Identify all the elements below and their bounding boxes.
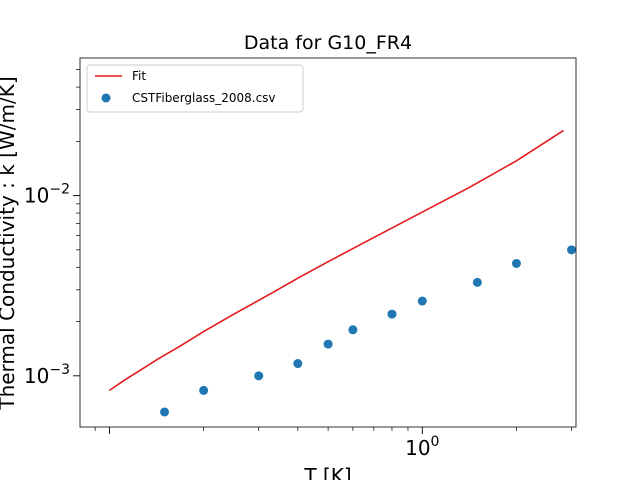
y-tick-label: 10−2: [24, 182, 70, 208]
scatter-points: [160, 245, 577, 417]
data-point: [417, 296, 427, 306]
plot-frame: [79, 57, 577, 428]
data-point: [160, 407, 170, 417]
legend-box: [86, 64, 304, 113]
legend-data-label: CSTFiberglass_2008.csv: [132, 91, 276, 105]
legend-fit-label: Fit: [132, 69, 146, 83]
y-tick-label: 10−3: [24, 362, 70, 388]
x-axis-label: T [K]: [303, 464, 351, 480]
data-point: [511, 258, 521, 268]
legend-data-swatch: [101, 93, 111, 103]
axis-ticks: [73, 69, 572, 434]
x-tick-label: 100: [405, 434, 439, 460]
data-point: [323, 339, 333, 349]
chart-title: Data for G10_FR4: [244, 32, 412, 54]
data-point: [199, 385, 209, 395]
data-point: [472, 277, 482, 287]
plot-area: [80, 58, 576, 427]
data-point: [387, 309, 397, 319]
axis-tick-labels: 100 10−3 10−2: [24, 182, 440, 460]
data-point: [293, 359, 303, 369]
data-point: [254, 371, 264, 381]
legend: Fit CSTFiberglass_2008.csv: [86, 64, 304, 113]
data-point: [348, 325, 358, 335]
y-axis-label: Thermal Conductivity : k [W/m/K]: [0, 76, 19, 410]
data-point: [567, 245, 577, 255]
fit-line: [109, 129, 564, 392]
